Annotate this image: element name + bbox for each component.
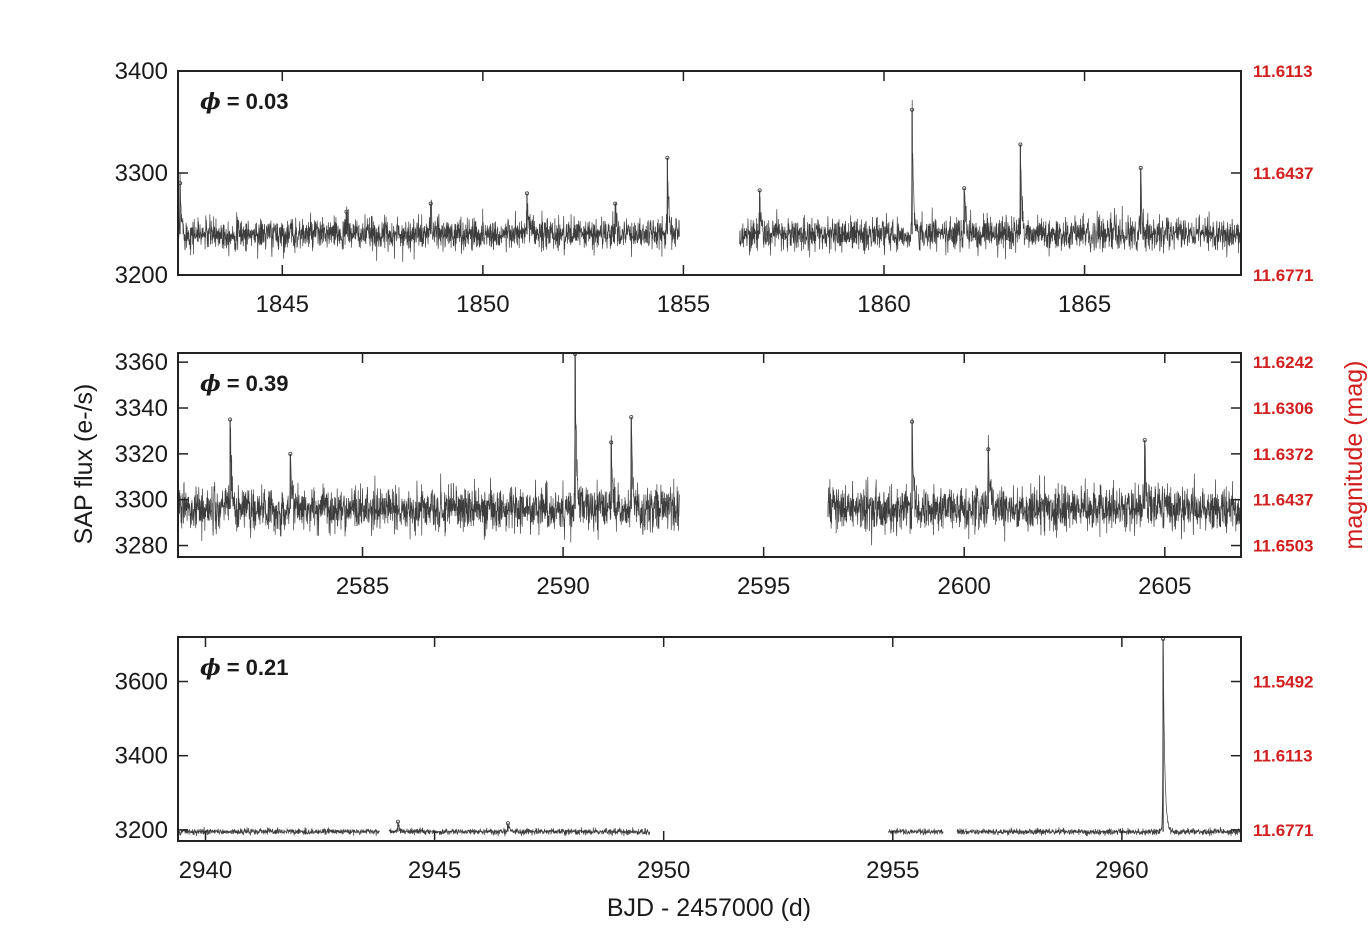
panel-3-xtick-label-5: 2960 bbox=[1095, 857, 1148, 884]
y-axis-label-right: magnitude (mag) bbox=[1340, 361, 1368, 550]
panel-2-ytick-right-label-2: 11.6306 bbox=[1253, 399, 1314, 418]
panel-2: 2585 2590 2595 2600 2605 3280 3300 3320 3340 3360… bbox=[115, 349, 1314, 600]
panel-3-ytick-label-3: 3600 bbox=[115, 669, 168, 696]
panel-2-ytick-right-label-3: 11.6372 bbox=[1253, 445, 1314, 464]
panel-1-xtick-label-3: 1855 bbox=[657, 291, 710, 318]
panel-3-xtick-label-4: 2955 bbox=[866, 857, 919, 884]
panel-2-ytick-right-label-4: 11.6437 bbox=[1253, 491, 1314, 510]
panel-2-ytick-right-label-1: 11.6242 bbox=[1253, 353, 1314, 372]
panel-3-ytick-right-label-1: 11.5492 bbox=[1253, 673, 1314, 692]
panel-1-phase-label: ϕ = 0.03 bbox=[200, 89, 289, 115]
phase-symbol-2: ϕ bbox=[200, 371, 221, 397]
panel-3-ytick-right-label-3: 11.6771 bbox=[1253, 821, 1314, 840]
panel-3-flare-2-peak bbox=[505, 821, 510, 826]
panel-3-segment-4 bbox=[956, 648, 1242, 837]
panel-3-ytick-right-label-2: 11.6113 bbox=[1253, 747, 1313, 766]
panel-2-ytick-label-2: 3300 bbox=[115, 487, 168, 514]
panel-2-ytick-label-1: 3280 bbox=[115, 533, 168, 560]
panel-1-flare-2-peak bbox=[344, 209, 349, 214]
panel-1-flare-5-peak bbox=[613, 201, 618, 206]
panel-2-phase-value: = 0.39 bbox=[227, 371, 289, 396]
panel-3-phase-label: ϕ = 0.21 bbox=[200, 655, 289, 681]
panel-3-ytick-label-2: 3400 bbox=[115, 743, 168, 770]
panel-1-flare-10-peak bbox=[1018, 142, 1023, 147]
panel-3-segment-3 bbox=[887, 827, 944, 836]
panel-2-lightcurve bbox=[177, 351, 1242, 546]
panel-1-ytick-right-label-3: 11.6771 bbox=[1253, 266, 1314, 285]
panel-3-segment-2 bbox=[388, 821, 651, 837]
panel-2-flare-4-peak bbox=[609, 440, 614, 445]
panel-2-ytick-right-label-5: 11.6503 bbox=[1253, 537, 1314, 556]
panel-2-segment-2 bbox=[827, 418, 1242, 546]
panel-3-flare-1-peak bbox=[395, 819, 400, 824]
panel-3-segment-1 bbox=[177, 826, 380, 837]
panel-2-phase-label: ϕ = 0.39 bbox=[200, 371, 289, 397]
panel-1-ytick-right-label-1: 11.6113 bbox=[1253, 62, 1313, 81]
panel-2-ytick-label-3: 3320 bbox=[115, 441, 168, 468]
panel-1-flare-6-peak bbox=[665, 155, 670, 160]
panel-3-xtick-label-1: 2940 bbox=[179, 857, 232, 884]
panel-1-flare-8-peak bbox=[910, 107, 915, 112]
panel-3-xtick-label-2: 2945 bbox=[408, 857, 461, 884]
panel-3-phase-value: = 0.21 bbox=[227, 655, 289, 680]
panel-2-flare-6-peak bbox=[910, 419, 915, 424]
panel-2-flare-7-peak bbox=[986, 447, 991, 452]
panel-2-flare-1-peak bbox=[228, 417, 233, 422]
phase-symbol-3: ϕ bbox=[200, 655, 221, 681]
panel-3-ytick-label-1: 3200 bbox=[115, 817, 168, 844]
panel-1: 1845 1850 1855 1860 1865 3200 3300 3400 11.6113 1… bbox=[115, 58, 1314, 318]
panel-2-xtick-label-1: 2585 bbox=[336, 573, 389, 600]
panel-1-xtick-label-2: 1850 bbox=[456, 291, 509, 318]
panel-1-lightcurve bbox=[177, 99, 1242, 262]
panel-2-ytick-label-4: 3340 bbox=[115, 395, 168, 422]
panel-2-flare-8-peak bbox=[1142, 438, 1147, 443]
panel-1-flare-3-peak bbox=[428, 201, 433, 206]
panel-1-ytick-label-2: 3300 bbox=[115, 160, 168, 187]
panel-1-flare-7-peak bbox=[757, 188, 762, 193]
panel-2-xtick-label-2: 2590 bbox=[536, 573, 589, 600]
panel-1-flare-9-peak bbox=[962, 186, 967, 191]
panel-2-frame bbox=[177, 352, 1242, 558]
panel-1-phase-value: = 0.03 bbox=[227, 89, 289, 114]
panel-2-flare-5-peak bbox=[629, 415, 634, 420]
panel-2-ytick-label-5: 3360 bbox=[115, 349, 168, 376]
panel-1-flare-11-peak bbox=[1138, 165, 1143, 170]
panel-2-xtick-label-3: 2595 bbox=[737, 573, 790, 600]
panel-2-segment-1 bbox=[177, 353, 680, 543]
y-axis-label-left: SAP flux (e-/s) bbox=[70, 384, 98, 545]
panel-2-ticks: 2585 2590 2595 2600 2605 3280 3300 3320 3340 3360… bbox=[115, 349, 1314, 600]
panel-1-xtick-label-5: 1865 bbox=[1058, 291, 1111, 318]
panel-3-ticks: 2940 2945 2950 2955 2960 3200 3400 3600 11.5492 1… bbox=[115, 637, 1314, 884]
panel-3-lightcurve bbox=[177, 636, 1242, 837]
panel-1-segment-1 bbox=[177, 172, 680, 262]
panel-1-ytick-right-label-2: 11.6437 bbox=[1253, 164, 1314, 183]
panel-3-frame bbox=[177, 636, 1242, 842]
panel-1-ticks: 1845 1850 1855 1860 1865 3200 3300 3400 11.6113 1… bbox=[115, 58, 1314, 318]
panel-3-xtick-label-3: 2950 bbox=[637, 857, 690, 884]
panel-1-xtick-label-4: 1860 bbox=[857, 291, 910, 318]
x-axis-label: BJD - 2457000 (d) bbox=[607, 894, 811, 922]
panel-2-xtick-label-4: 2600 bbox=[938, 573, 991, 600]
panel-2-flare-2-peak bbox=[288, 451, 293, 456]
panel-2-xtick-label-5: 2605 bbox=[1138, 573, 1191, 600]
panel-1-segment-2 bbox=[739, 99, 1242, 260]
panel-1-ytick-label-3: 3400 bbox=[115, 58, 168, 85]
panel-1-xtick-label-1: 1845 bbox=[256, 291, 309, 318]
phase-symbol-1: ϕ bbox=[200, 89, 221, 115]
panel-1-ytick-label-1: 3200 bbox=[115, 262, 168, 289]
panel-1-flare-4-peak bbox=[524, 191, 529, 196]
panel-3: 2940 2945 2950 2955 2960 3200 3400 3600 11.5492 1… bbox=[115, 636, 1314, 884]
